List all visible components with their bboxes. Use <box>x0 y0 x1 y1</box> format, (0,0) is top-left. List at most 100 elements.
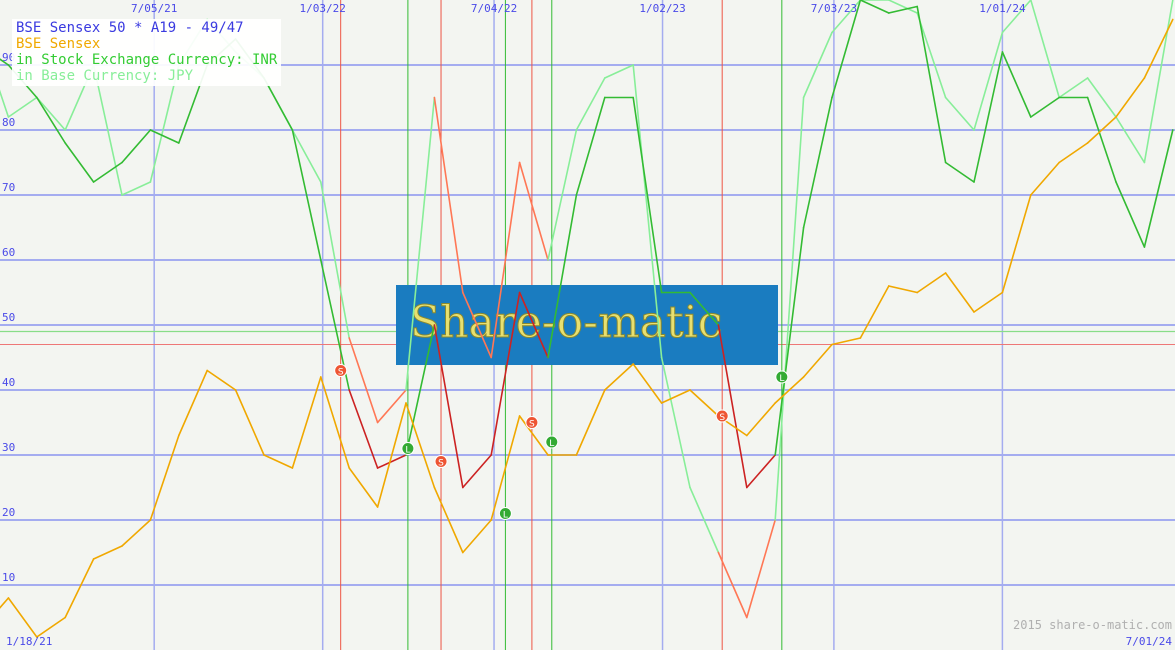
index-line-segment <box>35 616 66 638</box>
y-tick-label: 10 <box>2 571 15 584</box>
buy-marker <box>775 370 789 384</box>
jpy-line-segment <box>291 129 322 183</box>
jpy-line-segment <box>1001 0 1032 34</box>
legend: BSE Sensex 50 * A19 - 49/47 BSE Sensex i… <box>12 19 282 86</box>
inr-line-segment <box>433 324 464 489</box>
index-line-segment <box>689 389 720 417</box>
inr-line-segment <box>405 324 436 456</box>
inr-line-segment <box>575 96 606 196</box>
inr-line-segment <box>348 389 379 469</box>
jpy-line-segment <box>831 0 862 34</box>
inr-line-segment <box>263 77 294 131</box>
inr-line-segment <box>461 454 493 489</box>
y-tick-label: 80 <box>2 116 15 129</box>
jpy-line-segment <box>0 89 10 118</box>
jpy-line-segment <box>405 96 436 391</box>
inr-line-segment <box>831 0 862 99</box>
index-line-segment <box>1143 18 1174 79</box>
inr-line-segment <box>518 291 549 359</box>
index-line-segment <box>1001 194 1032 294</box>
watermark-text: Share-o-matic <box>410 297 722 348</box>
sell-marker <box>434 455 448 468</box>
jpy-line-segment <box>944 96 975 131</box>
jpy-line-segment <box>121 181 152 196</box>
jpy-line-segment <box>490 161 521 359</box>
copyright: 2015 share-o-matic.com <box>1013 618 1172 632</box>
jpy-line-segment <box>348 337 379 424</box>
index-line-segment <box>745 402 777 437</box>
y-tick-label: 90 <box>2 51 15 64</box>
index-line-segment <box>1086 116 1117 144</box>
inr-line-segment <box>121 129 152 164</box>
jpy-line-segment <box>35 96 66 131</box>
inr-line-segment <box>1030 96 1060 118</box>
index-line-segment <box>319 376 351 469</box>
jpy-line-segment <box>1086 77 1117 118</box>
jpy-line-segment <box>689 486 720 554</box>
index-line-segment <box>92 545 123 560</box>
index-line-segment <box>1058 142 1089 164</box>
jpy-line-segment <box>1030 0 1060 99</box>
index-line-segment <box>461 519 493 554</box>
x-tick-label: 1/03/22 <box>300 2 346 15</box>
jpy-line-segment <box>603 64 635 79</box>
index-line-segment <box>206 369 237 391</box>
index-line-segment <box>774 376 805 404</box>
inr-line-segment <box>1001 51 1032 118</box>
index-line-segment <box>64 558 95 619</box>
index-line-segment <box>1115 77 1146 118</box>
index-line-segment <box>405 402 436 489</box>
index-line-segment <box>660 389 691 404</box>
inr-line-segment <box>35 96 66 144</box>
inr-line-segment <box>1115 181 1146 248</box>
signal-markers: S L S L S L S L <box>334 364 789 521</box>
inr-line-segment <box>689 291 720 326</box>
index-line-segment <box>831 337 862 346</box>
index-line-segment <box>603 363 635 391</box>
x-tick-label: 1/01/24 <box>979 2 1026 15</box>
y-tick-label: 40 <box>2 376 15 389</box>
inr-line-segment <box>1143 129 1174 248</box>
index-line-segment <box>7 597 38 638</box>
jpy-line-segment <box>632 64 663 359</box>
jpy-line-segment <box>575 77 606 131</box>
index-line-segment <box>944 272 975 313</box>
index-line-segment <box>802 343 833 378</box>
watermark-box <box>396 285 778 365</box>
jpy-line-segment <box>1058 77 1089 99</box>
jpy-line-segment <box>887 0 919 14</box>
jpy-line-segment <box>461 291 493 359</box>
index-line-segment <box>376 402 407 508</box>
inr-line-segment <box>717 324 748 489</box>
buy-marker <box>401 442 415 455</box>
inr-line-segment <box>887 5 919 14</box>
jpy-line-segment <box>660 356 691 489</box>
signal-marker-label: S <box>338 368 344 378</box>
buy-marker <box>498 507 512 520</box>
inr-line-segment <box>547 194 578 359</box>
inr-line-segment <box>632 96 663 294</box>
inr-line-segment <box>64 142 95 183</box>
legend-title: BSE Sensex 50 * A19 - 49/47 <box>16 20 244 36</box>
inr-line-segment <box>376 454 407 469</box>
inr-line-segment <box>149 129 180 144</box>
index-line-segment <box>632 363 663 404</box>
index-line-segment <box>433 486 464 554</box>
inr-line-segment <box>859 0 890 14</box>
tick-labels: 10 20 30 40 50 60 70 80 90 7/05/21 1/03/22 7/04/22 1… <box>2 2 1026 584</box>
y-tick-label: 20 <box>2 506 15 519</box>
jpy-line-segment <box>916 12 947 99</box>
index-line-segment <box>149 434 180 521</box>
signal-marker-label: S <box>438 459 444 469</box>
jpy-line-segment <box>774 96 805 521</box>
index-line-segment <box>291 376 322 469</box>
inr-line-segment <box>973 51 1004 183</box>
jpy-line-segment <box>92 64 123 196</box>
index-line-segment <box>887 285 919 294</box>
index-line-segment <box>263 454 294 469</box>
index-line-segment <box>973 291 1004 313</box>
signal-marker-label: L <box>405 446 410 456</box>
index-line-segment <box>518 415 549 456</box>
inr-line-segment <box>92 161 123 183</box>
jpy-line-segment <box>717 551 748 619</box>
